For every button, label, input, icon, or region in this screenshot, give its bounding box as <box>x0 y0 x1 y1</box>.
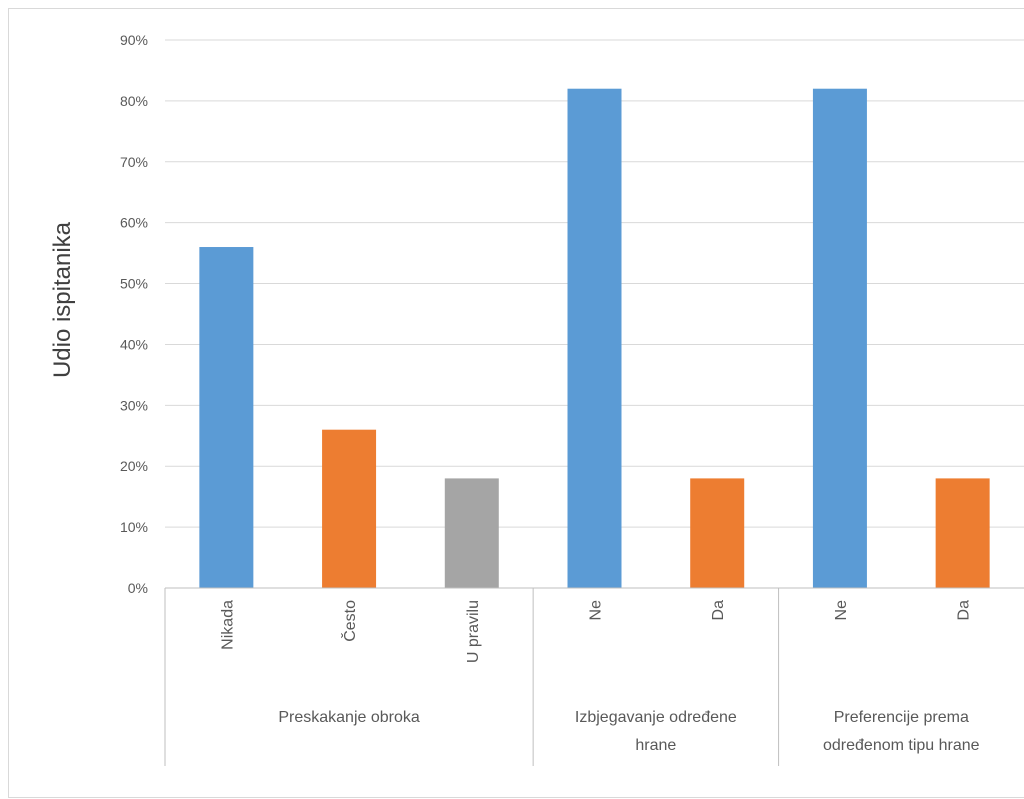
category-label: Često <box>340 600 359 642</box>
group-label: određenom tipu hrane <box>823 737 980 754</box>
bar <box>690 478 745 588</box>
category-label: Nikada <box>219 600 236 650</box>
bar <box>199 247 254 588</box>
y-tick-label: 10% <box>120 519 148 535</box>
y-axis-title: Udio ispitanika <box>49 221 76 378</box>
bar <box>812 88 867 588</box>
bar <box>322 429 377 588</box>
category-label: Ne <box>588 600 605 621</box>
y-tick-label: 30% <box>120 397 148 413</box>
y-tick-label: 80% <box>120 93 148 109</box>
category-label: U pravilu <box>465 600 482 663</box>
group-label: Preskakanje obroka <box>278 709 420 726</box>
bar <box>567 88 622 588</box>
chart-frame <box>8 8 1024 798</box>
group-label: hrane <box>635 737 676 754</box>
category-label: Da <box>710 600 727 621</box>
bar <box>444 478 499 588</box>
y-tick-label: 90% <box>120 32 148 48</box>
group-label: Preferencije prema <box>834 709 969 726</box>
y-tick-label: 0% <box>128 580 148 596</box>
category-label: Ne <box>833 600 850 621</box>
y-tick-label: 60% <box>120 215 148 231</box>
group-label: Izbjegavanje određene <box>575 709 737 726</box>
bar <box>935 478 990 588</box>
y-tick-label: 70% <box>120 154 148 170</box>
y-tick-label: 50% <box>120 276 148 292</box>
y-tick-label: 40% <box>120 336 148 352</box>
y-tick-label: 20% <box>120 458 148 474</box>
category-label: Da <box>956 600 973 621</box>
